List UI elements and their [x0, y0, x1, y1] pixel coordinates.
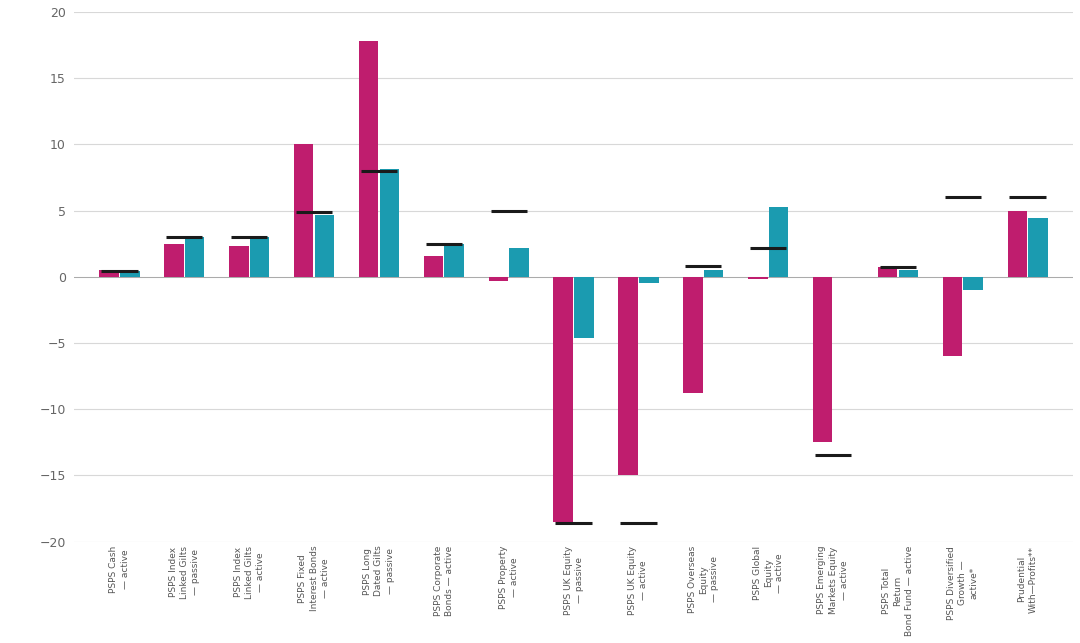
Bar: [639, 276, 659, 284]
Bar: [423, 255, 443, 276]
Bar: [379, 170, 399, 276]
Bar: [294, 144, 313, 276]
Bar: [359, 41, 378, 276]
Bar: [1008, 210, 1027, 276]
Bar: [229, 246, 248, 276]
Bar: [99, 270, 119, 276]
Bar: [120, 271, 139, 276]
Bar: [748, 276, 768, 279]
Bar: [249, 237, 269, 276]
Bar: [813, 276, 833, 442]
Bar: [1028, 219, 1048, 276]
Bar: [314, 215, 334, 276]
Bar: [684, 276, 703, 394]
Bar: [553, 276, 572, 521]
Bar: [445, 244, 464, 276]
Bar: [963, 276, 983, 290]
Bar: [769, 206, 788, 276]
Bar: [878, 267, 897, 276]
Bar: [164, 244, 184, 276]
Bar: [510, 248, 529, 276]
Bar: [619, 276, 638, 475]
Bar: [943, 276, 962, 356]
Bar: [899, 270, 918, 276]
Bar: [185, 237, 204, 276]
Bar: [704, 270, 724, 276]
Bar: [575, 276, 594, 338]
Bar: [488, 276, 508, 281]
